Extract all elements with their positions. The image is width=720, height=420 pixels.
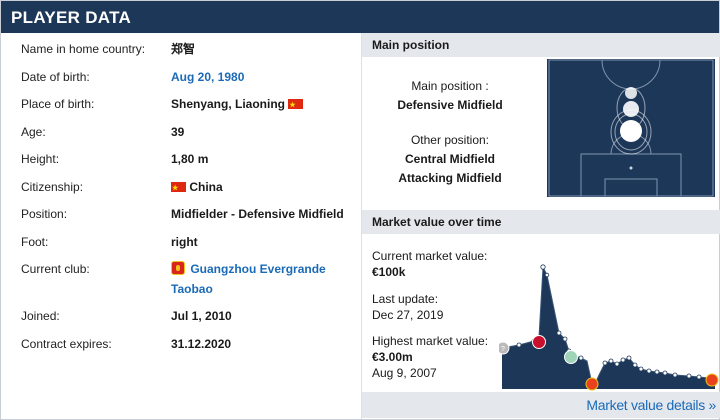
other-position-label: Other position: [410, 133, 490, 147]
club-badge-red-icon [532, 335, 546, 349]
main-position-label: Main position : [411, 79, 489, 93]
other-position-value: Central Midfield [404, 152, 495, 166]
current-value-label: Current market value: [372, 249, 488, 263]
birthplace-text: Shenyang, Liaoning [171, 97, 286, 111]
info-label: Name in home country: [21, 42, 146, 56]
club-badge-guangzhou-icon [705, 373, 719, 387]
info-value: Shenyang, Liaoning [171, 94, 351, 116]
info-value: China [171, 177, 351, 199]
info-label: Place of birth: [21, 97, 95, 111]
club-name-line2: Taobao [171, 282, 213, 296]
info-label: Height: [21, 152, 60, 166]
position-pitch-diagram [547, 59, 715, 197]
club-badge-green-icon [564, 350, 578, 364]
info-label: Age: [21, 125, 46, 139]
info-value: 1,80 m [171, 152, 209, 166]
info-value: Jul 1, 2010 [171, 309, 232, 323]
penalty-spot [629, 166, 633, 170]
info-value: right [171, 235, 198, 249]
other-position-value: Attacking Midfield [398, 171, 502, 185]
info-value: 郑智 [171, 42, 196, 56]
info-value: 39 [171, 125, 185, 139]
info-value: Midfielder - Defensive Midfield [171, 207, 344, 221]
market-value-area [502, 267, 715, 389]
info-label: Foot: [21, 235, 49, 249]
current-value-block: Current market value: €100k [372, 248, 487, 280]
position-marker-central [623, 101, 639, 117]
position-marker-attacking [625, 87, 637, 99]
info-label: Date of birth: [21, 70, 90, 84]
info-value: 31.12.2020 [171, 337, 232, 351]
main-position-title: Main position [362, 33, 720, 57]
market-value-title: Market value over time [362, 210, 720, 234]
main-position-info: Main position : Defensive Midfield [362, 77, 538, 115]
china-flag-icon [171, 179, 186, 199]
widget-title: PLAYER DATA [1, 1, 719, 33]
info-label: Current club: [21, 262, 90, 276]
info-label: Position: [21, 207, 68, 221]
highest-value-label: Highest market value: [372, 334, 489, 348]
main-position-value: Defensive Midfield [397, 98, 503, 112]
pitch-goal-area [604, 178, 658, 197]
last-update-value: Dec 27, 2019 [372, 308, 444, 322]
club-badge-guangzhou-icon [585, 377, 599, 391]
highest-value-date: Aug 9, 2007 [372, 366, 437, 380]
highest-value-block: Highest market value: €3.00m Aug 9, 2007 [372, 333, 488, 381]
other-position-info: Other position: Central Midfield Attacki… [362, 131, 538, 188]
citizenship-text: China [189, 180, 223, 194]
club-name-line1: Guangzhou Evergrande [190, 262, 326, 276]
info-label: Joined: [21, 309, 60, 323]
market-value-chart[interactable]: ? [499, 261, 719, 391]
dob-link[interactable]: Aug 20, 1980 [171, 70, 245, 84]
club-link[interactable]: Guangzhou Evergrande Taobao [171, 259, 351, 299]
market-value-footer: Market value details » [362, 392, 720, 418]
highest-value: €3.00m [372, 350, 413, 364]
info-label: Contract expires: [21, 337, 112, 351]
club-badge-unknown-icon [499, 341, 510, 355]
last-update-label: Last update: [372, 292, 439, 306]
last-update-block: Last update: Dec 27, 2019 [372, 291, 443, 323]
club-crest-icon [171, 261, 185, 275]
china-flag-icon [288, 96, 304, 116]
side-panel: Main position Main position : Defensive … [361, 33, 720, 419]
market-value-details-link[interactable]: Market value details » [586, 397, 716, 413]
position-marker-defensive [620, 120, 642, 142]
info-label: Citizenship: [21, 180, 84, 194]
club-badge-unknown-glyph: ? [501, 346, 505, 353]
player-info-panel: Name in home country: 郑智 Date of birth: … [1, 33, 359, 419]
current-value: €100k [372, 265, 406, 279]
